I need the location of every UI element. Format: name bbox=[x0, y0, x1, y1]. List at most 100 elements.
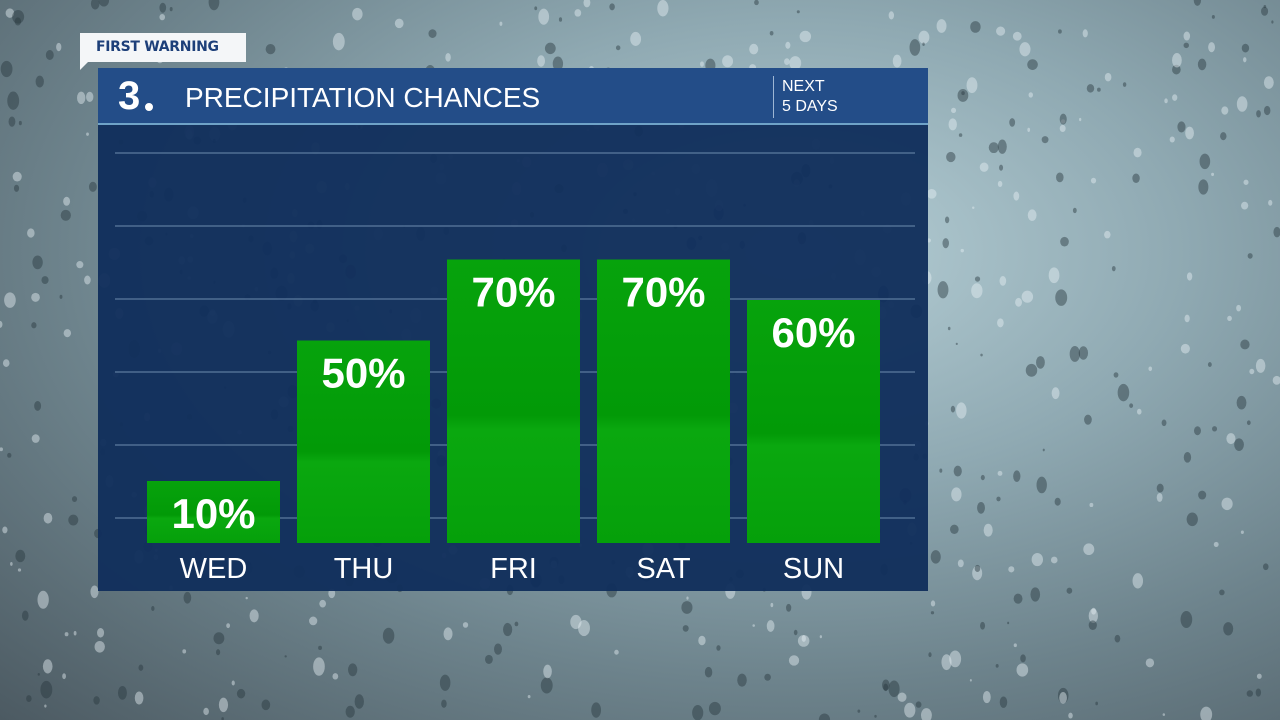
rain-drop bbox=[1027, 59, 1038, 70]
rain-drop bbox=[63, 196, 71, 206]
rain-drop bbox=[997, 470, 1003, 476]
rain-drop bbox=[31, 434, 40, 443]
rain-drop bbox=[0, 320, 3, 328]
rain-drop bbox=[1025, 363, 1038, 377]
rain-drop bbox=[1117, 383, 1130, 402]
bar-chart: 10% WED 50% THU 70% FRI 70% SAT 60% SUN bbox=[115, 152, 915, 585]
rain-drop bbox=[1247, 253, 1253, 259]
rain-drop bbox=[443, 627, 453, 641]
rain-drop bbox=[543, 664, 552, 679]
rain-drop bbox=[1133, 147, 1142, 158]
rain-drop bbox=[928, 652, 932, 658]
rain-drop bbox=[1051, 387, 1060, 400]
rain-drop bbox=[1113, 372, 1119, 378]
rain-drop bbox=[946, 151, 956, 163]
rain-drop bbox=[59, 294, 63, 299]
rain-drop bbox=[922, 42, 925, 46]
rain-drop bbox=[1013, 191, 1020, 201]
rain-drop bbox=[1227, 315, 1232, 321]
rain-drop bbox=[1221, 497, 1233, 511]
rain-drop bbox=[27, 228, 35, 238]
rain-drop bbox=[445, 53, 451, 62]
rain-drop bbox=[44, 704, 47, 708]
rain-drop bbox=[615, 45, 621, 51]
rain-drop bbox=[35, 75, 44, 88]
rain-drop bbox=[76, 261, 84, 269]
station-logo: 3 bbox=[118, 74, 141, 118]
rain-drop bbox=[995, 663, 999, 668]
rain-drop bbox=[169, 7, 173, 12]
rain-drop bbox=[94, 640, 105, 653]
rain-drop bbox=[332, 32, 345, 51]
rain-drop bbox=[764, 673, 771, 681]
rain-drop bbox=[1148, 366, 1153, 372]
rain-drop bbox=[996, 496, 1001, 502]
rain-drop bbox=[1255, 358, 1266, 373]
rain-drop bbox=[1083, 543, 1095, 556]
rain-drop bbox=[752, 624, 755, 627]
rain-drop bbox=[793, 629, 798, 636]
rain-drop bbox=[974, 564, 981, 573]
rain-drop bbox=[716, 645, 721, 651]
rain-drop bbox=[1220, 132, 1227, 141]
rain-drop bbox=[1184, 314, 1190, 323]
rain-drop bbox=[1042, 448, 1045, 452]
rain-drop bbox=[13, 184, 20, 192]
rain-drop bbox=[700, 61, 704, 67]
rain-drop bbox=[1273, 226, 1280, 238]
rain-drop bbox=[1056, 172, 1064, 183]
rain-drop bbox=[1211, 172, 1215, 177]
rain-drop bbox=[974, 276, 981, 282]
rain-drop bbox=[1241, 43, 1250, 53]
rain-drop bbox=[265, 44, 276, 55]
rain-drop bbox=[997, 139, 1007, 154]
rain-drop bbox=[1048, 267, 1060, 284]
rain-drop bbox=[786, 603, 792, 612]
rain-drop bbox=[1027, 127, 1031, 132]
rain-drop bbox=[1246, 420, 1251, 426]
rain-drop bbox=[2, 359, 10, 367]
rain-drop bbox=[1031, 552, 1044, 567]
rain-drop bbox=[1114, 634, 1121, 643]
rain-drop bbox=[1177, 121, 1186, 133]
rain-drop bbox=[1198, 490, 1207, 500]
rain-drop bbox=[7, 91, 20, 110]
rain-drop bbox=[970, 21, 981, 33]
data-label: 50% bbox=[321, 350, 405, 397]
rain-drop bbox=[382, 627, 395, 644]
rain-drop bbox=[313, 657, 325, 676]
rain-drop bbox=[354, 694, 364, 709]
rain-drop bbox=[1262, 563, 1269, 571]
rain-drop bbox=[1013, 470, 1021, 482]
rain-drop bbox=[570, 614, 582, 630]
rain-drop bbox=[1104, 230, 1111, 239]
rain-drop bbox=[789, 56, 802, 70]
rain-drop bbox=[45, 49, 54, 60]
rain-drop bbox=[1069, 346, 1081, 362]
rain-drop bbox=[1050, 556, 1058, 564]
rain-drop bbox=[37, 673, 40, 676]
rain-drop bbox=[1059, 113, 1067, 125]
rain-drop bbox=[18, 120, 22, 126]
data-label: 70% bbox=[621, 269, 705, 316]
rain-drop bbox=[1136, 408, 1142, 415]
rain-drop bbox=[769, 30, 774, 36]
period-line-1: NEXT bbox=[782, 78, 825, 95]
rain-drop bbox=[226, 623, 231, 629]
rain-drop bbox=[999, 276, 1007, 286]
rain-drop bbox=[1172, 53, 1182, 68]
rain-drop bbox=[944, 216, 950, 224]
rain-drop bbox=[1240, 530, 1244, 534]
rain-drop bbox=[888, 11, 895, 20]
category-label: FRI bbox=[490, 553, 537, 585]
rain-drop bbox=[540, 677, 553, 694]
rain-drop bbox=[26, 695, 32, 703]
rain-drop bbox=[93, 696, 100, 705]
data-label: 60% bbox=[771, 309, 855, 356]
rain-drop bbox=[953, 465, 962, 477]
rain-drop bbox=[1028, 92, 1033, 98]
rain-drop bbox=[441, 699, 447, 708]
first-warning-tag: FIRST WARNING bbox=[80, 33, 246, 70]
rain-drop bbox=[1272, 375, 1280, 385]
rain-drop bbox=[997, 180, 1003, 188]
